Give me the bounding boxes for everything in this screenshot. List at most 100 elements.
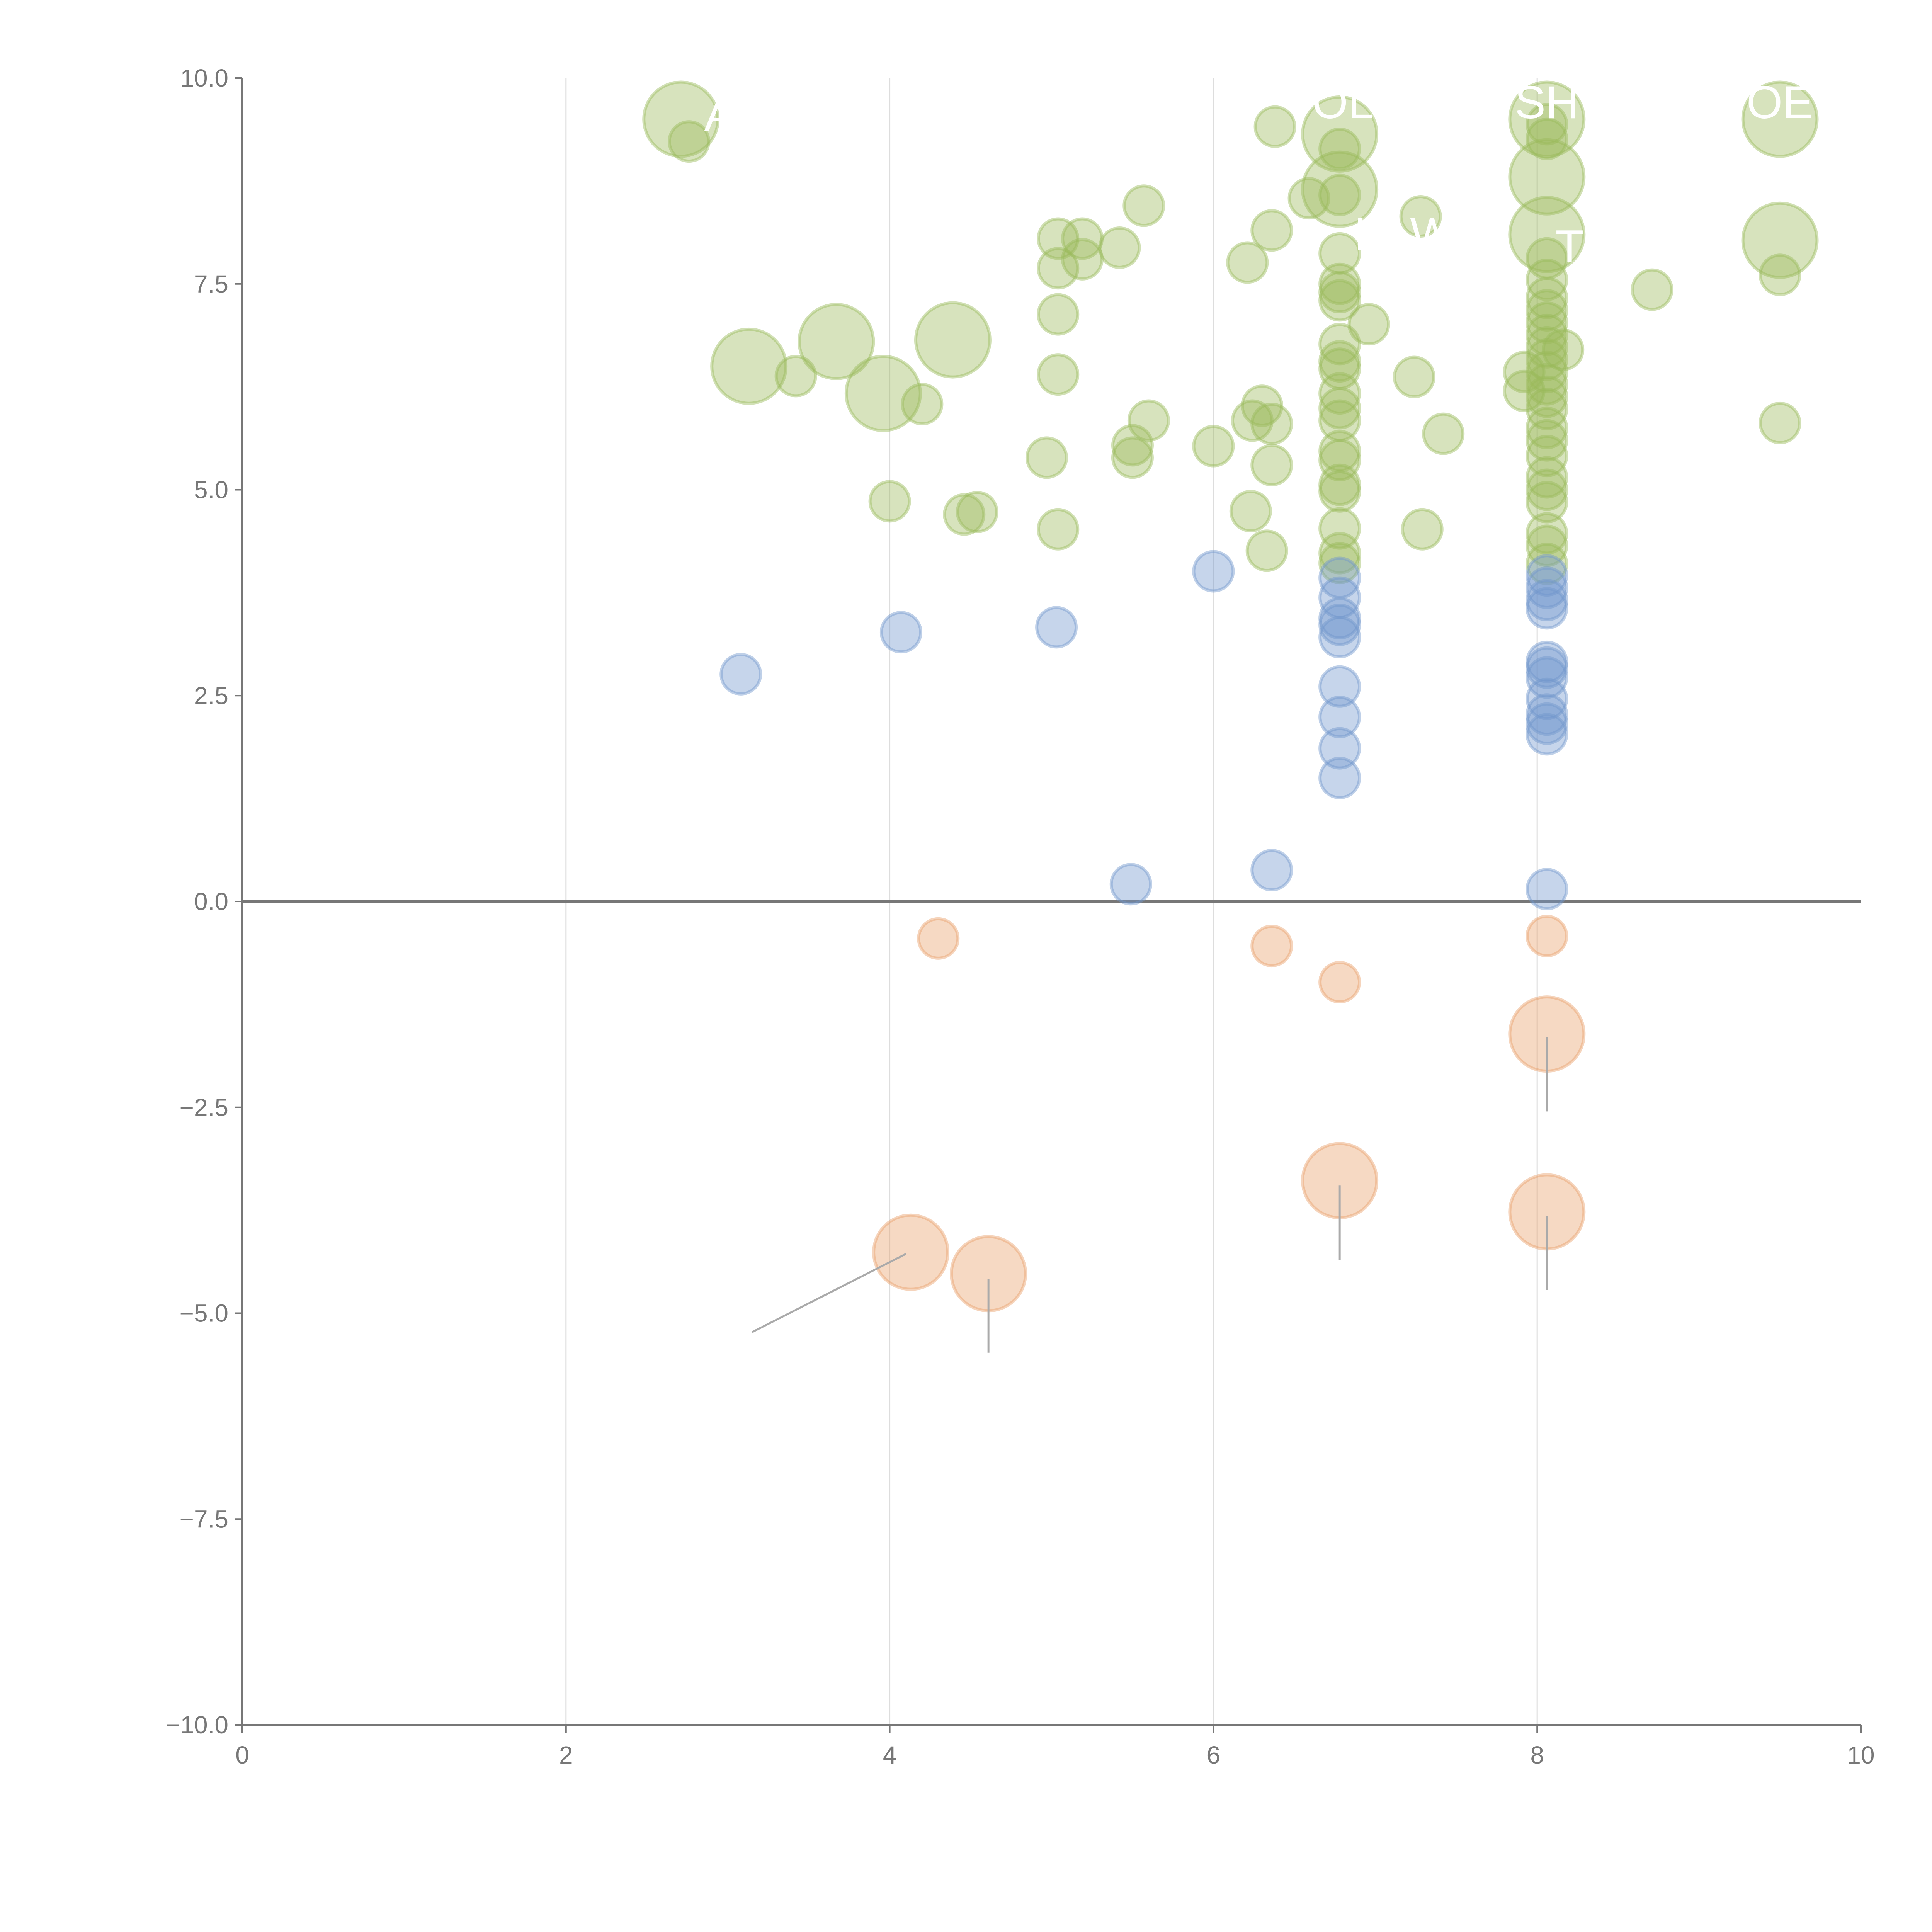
green-point <box>1503 350 1546 393</box>
green-point <box>1318 463 1361 506</box>
green-point <box>1759 253 1801 296</box>
green-point <box>1526 117 1568 160</box>
green-point <box>1526 313 1568 356</box>
green-point <box>1526 468 1568 511</box>
green-point <box>1318 173 1361 216</box>
green-point <box>1542 328 1585 371</box>
blue-point <box>1192 550 1235 593</box>
green-point <box>901 383 944 425</box>
x-tick-label: 6 <box>1207 1741 1221 1769</box>
green-point <box>1318 271 1361 314</box>
green-point <box>1526 338 1568 381</box>
point-annotation: L <box>1354 208 1380 260</box>
green-point <box>1422 412 1465 455</box>
green-point <box>1037 353 1080 396</box>
green-point <box>1318 399 1361 442</box>
green-point <box>844 355 922 432</box>
green-point <box>1318 532 1361 575</box>
point-annotation: SH <box>1515 77 1579 128</box>
y-tick-label: 2.5 <box>194 682 228 709</box>
green-point <box>1526 375 1568 418</box>
blue-point <box>1526 640 1568 683</box>
green-point <box>1741 80 1819 158</box>
orange-point <box>1526 915 1568 957</box>
green-point <box>1508 80 1586 158</box>
green-point <box>798 303 875 380</box>
green-point <box>1526 543 1568 585</box>
green-point <box>1631 268 1673 311</box>
green-point <box>1318 387 1361 430</box>
green-point <box>1127 399 1170 442</box>
blue-point <box>1318 597 1361 639</box>
green-point <box>1245 529 1288 572</box>
x-tick-label: 0 <box>235 1741 249 1769</box>
green-point <box>1401 508 1444 551</box>
y-tick-label: 10.0 <box>180 64 228 92</box>
green-point <box>1037 293 1080 336</box>
blue-point <box>1526 554 1568 597</box>
green-point <box>1037 247 1080 290</box>
green-point <box>1241 384 1284 427</box>
green-point <box>1192 425 1235 468</box>
green-point <box>1301 95 1379 173</box>
green-point <box>1508 138 1586 216</box>
point-annotation: T <box>1555 221 1583 272</box>
blue-point <box>1526 656 1568 699</box>
green-point <box>1250 403 1293 446</box>
green-point <box>1508 196 1586 273</box>
leader-line <box>752 1253 906 1333</box>
green-point <box>642 80 720 158</box>
green-point <box>1318 542 1361 585</box>
green-point <box>668 120 711 163</box>
blue-point <box>1526 702 1568 745</box>
green-point <box>1503 369 1546 412</box>
green-point <box>1393 355 1435 398</box>
y-tick-label: 0.0 <box>194 888 228 915</box>
green-point <box>1253 105 1296 148</box>
y-tick-label: −7.5 <box>180 1505 228 1533</box>
green-point <box>1526 524 1568 567</box>
leader-lines <box>752 1037 1548 1353</box>
green-point <box>1526 276 1568 319</box>
orange-point <box>872 1213 950 1291</box>
y-tick-label: 5.0 <box>194 476 228 504</box>
green-point <box>1318 439 1361 481</box>
blue-point <box>719 653 762 696</box>
point-annotation: OL <box>1312 77 1374 128</box>
annotations: A OL SH OE L W T <box>704 77 1814 272</box>
green-point <box>1526 237 1568 280</box>
green-point <box>1526 350 1568 393</box>
green-point <box>1025 436 1068 479</box>
x-tick-label: 10 <box>1847 1741 1874 1769</box>
blue-point <box>1526 587 1568 630</box>
green-point <box>1318 279 1361 322</box>
x-tick-label: 8 <box>1530 1741 1544 1769</box>
blue-point <box>1318 576 1361 619</box>
green-point <box>1399 195 1442 238</box>
blue-point <box>1526 566 1568 609</box>
green-point <box>1318 507 1361 550</box>
y-tick-label: −2.5 <box>180 1094 228 1121</box>
green-point <box>1037 217 1080 260</box>
green-point <box>774 355 817 398</box>
green-point <box>1061 217 1104 260</box>
blue-point <box>1318 616 1361 658</box>
green-point <box>956 491 998 534</box>
green-point <box>1318 340 1361 383</box>
green-point <box>1526 435 1568 478</box>
green-point <box>868 480 911 523</box>
green-point <box>1061 238 1104 281</box>
blue-point <box>1035 606 1078 649</box>
green-point <box>1318 372 1361 415</box>
green-point <box>1526 289 1568 332</box>
green-point <box>1526 456 1568 499</box>
y-tick-label: 7.5 <box>194 270 228 298</box>
y-tick-label: −5.0 <box>180 1299 228 1327</box>
green-point <box>1347 303 1390 346</box>
x-tick-label: 2 <box>559 1741 573 1769</box>
blue-point <box>879 611 922 654</box>
green-point <box>1287 177 1330 220</box>
green-point <box>1250 209 1293 252</box>
blue-point <box>1250 849 1293 892</box>
blue-point <box>1526 868 1568 911</box>
